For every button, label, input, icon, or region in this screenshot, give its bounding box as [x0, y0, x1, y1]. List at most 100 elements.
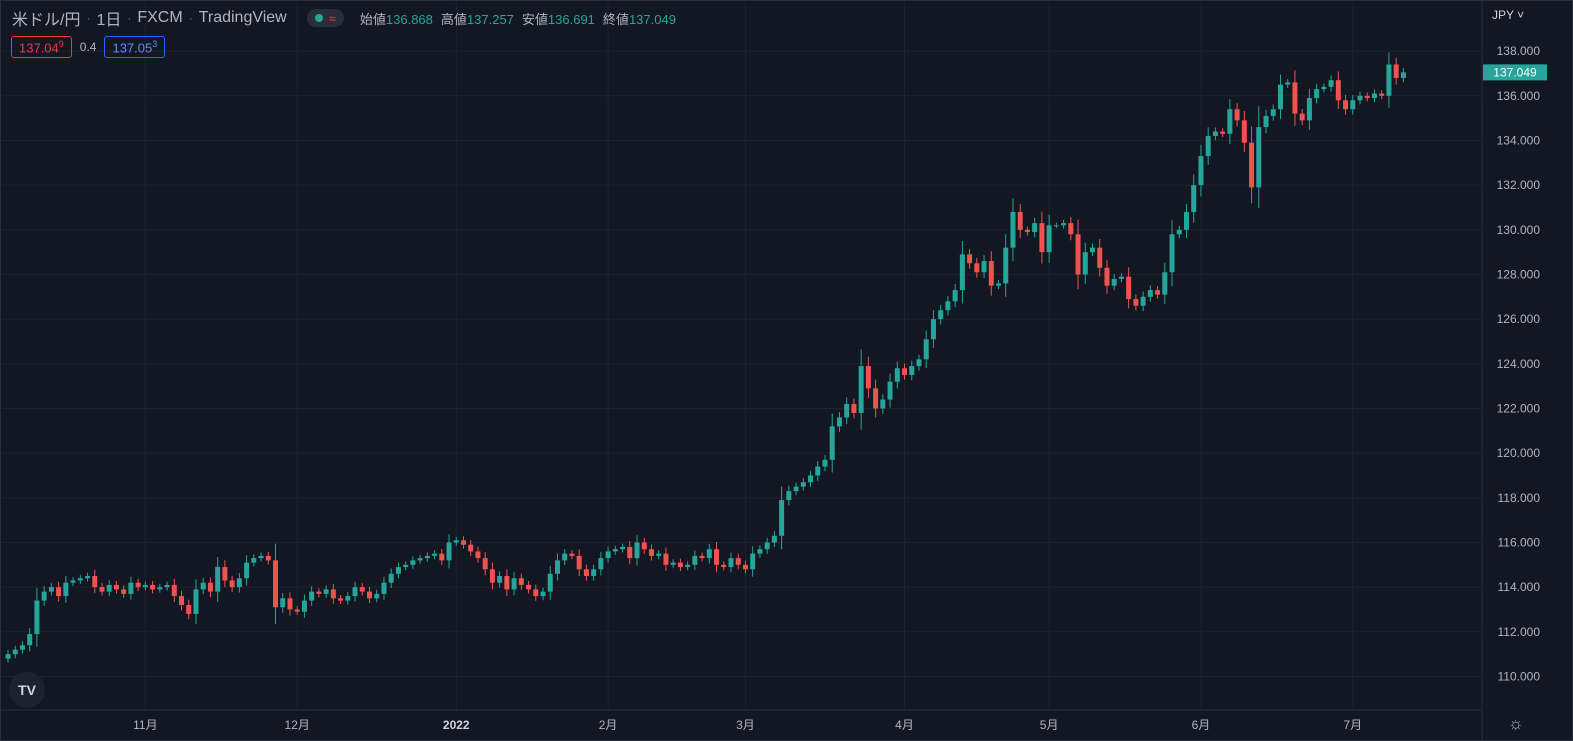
- y-tick-label: 136.000: [1497, 89, 1541, 103]
- x-tick-label: 2月: [599, 718, 618, 732]
- candle-body: [974, 263, 980, 273]
- y-tick-label: 110.000: [1498, 669, 1541, 683]
- candle-body: [967, 254, 973, 264]
- candle-body: [1061, 223, 1067, 226]
- candle-body: [388, 573, 394, 583]
- candle-body: [844, 404, 850, 418]
- candle-body: [85, 575, 91, 579]
- source-label: FXCM: [137, 9, 183, 26]
- sell-price-pip: 9: [58, 39, 64, 49]
- candle-body: [106, 584, 112, 592]
- buy-price-button[interactable]: 137.053: [104, 36, 166, 59]
- candle-body: [301, 600, 307, 612]
- candle-body: [157, 587, 163, 590]
- candle-body: [48, 587, 54, 592]
- candle-body: [721, 564, 727, 568]
- y-tick-label: 116.000: [1498, 535, 1541, 549]
- candle-body: [598, 558, 604, 570]
- candle-body: [99, 587, 105, 592]
- x-tick-label: 7月: [1343, 718, 1362, 732]
- y-tick-label: 120.000: [1497, 446, 1541, 460]
- candle-body: [851, 404, 857, 413]
- interval-label[interactable]: 1日: [96, 12, 122, 29]
- candle-body: [1386, 64, 1392, 96]
- candle-body: [627, 546, 633, 559]
- separator-dot: ·: [188, 11, 193, 25]
- candle-body: [273, 560, 279, 608]
- candle-body: [865, 366, 871, 389]
- currency-selector[interactable]: JPY ˅: [1492, 8, 1525, 22]
- candle-body: [179, 596, 185, 606]
- candle-body: [938, 310, 944, 320]
- candle-body: [1277, 84, 1283, 110]
- separator-dot: ·: [127, 11, 132, 25]
- candle-body: [533, 589, 539, 597]
- last-price-tag: [1483, 64, 1547, 81]
- candle-body: [612, 549, 618, 552]
- candle-body: [1220, 131, 1226, 134]
- candle-body: [836, 417, 842, 427]
- candle-body: [1068, 223, 1074, 235]
- high-label: 高値: [440, 11, 467, 27]
- market-open-icon: [314, 14, 323, 22]
- candle-body: [1010, 211, 1016, 248]
- candle-body: [171, 584, 177, 597]
- candle-body: [1328, 80, 1334, 87]
- candle-body: [1357, 95, 1363, 101]
- gear-icon[interactable]: ☼: [1508, 714, 1524, 733]
- candle-body: [316, 591, 322, 594]
- candle-body: [1205, 136, 1211, 157]
- candle-body: [771, 535, 777, 543]
- candle-body: [1350, 100, 1356, 110]
- candle-body: [808, 475, 814, 483]
- candle-body: [1321, 86, 1327, 90]
- candle-body: [258, 555, 264, 559]
- quote-panel: 137.049 0.4 137.053: [11, 36, 166, 59]
- candle-body: [764, 542, 770, 550]
- candle-body: [576, 555, 582, 570]
- symbol-name[interactable]: 米ドル/円: [12, 12, 81, 29]
- market-status-pill[interactable]: ≈: [306, 9, 344, 27]
- candle-body: [323, 589, 329, 594]
- x-tick-label: 2022: [443, 718, 470, 732]
- candle-body: [829, 426, 835, 460]
- candle-body: [475, 551, 481, 559]
- candle-body: [1003, 247, 1009, 284]
- candle-body: [786, 491, 792, 501]
- separator-dot: ·: [86, 11, 91, 25]
- candle-body: [410, 560, 416, 565]
- candle-body: [1249, 142, 1255, 188]
- candle-body: [779, 500, 785, 536]
- close-label: 終値: [602, 11, 629, 27]
- candle-body: [699, 555, 705, 559]
- candle-body: [511, 578, 517, 590]
- candle-body: [800, 482, 806, 487]
- candle-body: [229, 580, 235, 588]
- candle-body: [5, 654, 11, 659]
- sell-price-button[interactable]: 137.049: [11, 36, 72, 59]
- candle-body: [1198, 156, 1204, 186]
- candle-body: [880, 399, 886, 409]
- candle-body: [569, 553, 575, 556]
- candle-body: [453, 540, 459, 543]
- candle-body: [706, 549, 712, 559]
- candle-body: [417, 558, 423, 561]
- candle-body: [128, 582, 134, 594]
- candle-body: [692, 555, 698, 565]
- candle-body: [1162, 272, 1168, 295]
- candle-body: [1169, 234, 1175, 273]
- candle-body: [815, 466, 821, 476]
- candle-body: [634, 542, 640, 559]
- candle-body: [56, 587, 62, 597]
- candle-body: [1126, 276, 1132, 300]
- candle-body: [981, 261, 987, 273]
- candle-body: [923, 339, 929, 360]
- tradingview-logo[interactable]: TV: [9, 672, 45, 708]
- y-tick-label: 114.000: [1498, 580, 1541, 594]
- candle-body: [70, 580, 76, 583]
- candle-body: [959, 254, 965, 291]
- candle-body: [1053, 225, 1059, 227]
- candle-body: [670, 562, 676, 565]
- candle-body: [1400, 72, 1406, 78]
